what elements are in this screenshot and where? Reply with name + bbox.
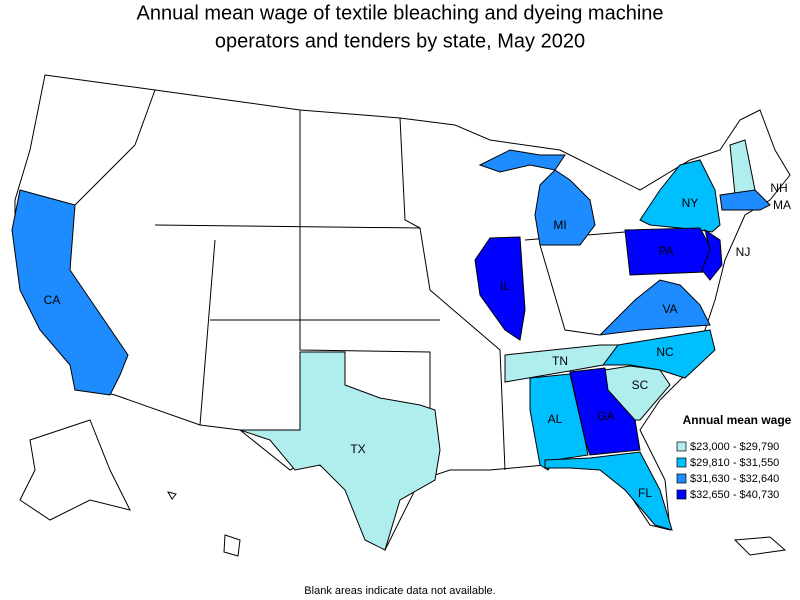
state-label: NY: [682, 196, 699, 210]
state-label: NJ: [736, 245, 751, 259]
state-label: FL: [638, 486, 652, 500]
state: [504, 344, 619, 383]
state-label: VA: [662, 302, 677, 316]
state: [701, 228, 723, 281]
legend-label: $23,000 - $29,790: [690, 441, 779, 453]
state-label: TN: [552, 354, 568, 368]
state-label: CA: [44, 293, 61, 307]
legend-title: Annual mean wage: [683, 413, 792, 427]
footnote: Blank areas indicate data not available.: [304, 585, 495, 597]
legend-label: $31,630 - $32,640: [690, 473, 779, 485]
state-label: TX: [350, 442, 365, 456]
legend-swatch: [676, 441, 687, 452]
legend-label: $32,650 - $40,730: [690, 489, 779, 501]
state-label: GA: [597, 409, 614, 423]
legend-swatch: [676, 457, 687, 468]
state: [602, 329, 716, 379]
state: [11, 189, 129, 396]
legend-swatch: [676, 473, 687, 484]
state-label: AL: [548, 412, 563, 426]
state-label: NC: [656, 345, 674, 359]
state-label: PA: [658, 244, 673, 258]
state: [639, 159, 721, 233]
title: operators and tenders by state, May 2020: [215, 30, 585, 52]
state-label: MA: [773, 198, 791, 212]
state: [474, 236, 526, 341]
state-label: SC: [632, 378, 649, 392]
state-label: IL: [500, 279, 510, 293]
state: [719, 189, 771, 211]
state-label: NH: [770, 181, 787, 195]
state: [544, 451, 673, 531]
state: [534, 169, 596, 246]
state: [239, 351, 441, 551]
legend-swatch: [676, 489, 687, 500]
legend-label: $29,810 - $31,550: [690, 457, 779, 469]
state: [598, 279, 711, 336]
title: Annual mean wage of textile bleaching an…: [136, 2, 663, 24]
state: [478, 149, 566, 173]
state-label: MI: [553, 218, 566, 232]
